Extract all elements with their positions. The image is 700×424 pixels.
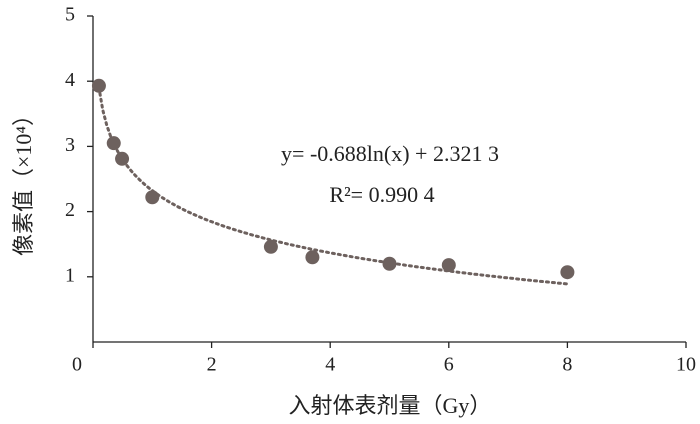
x-tick-label: 4 (325, 354, 335, 376)
x-tick-label: 8 (562, 354, 572, 376)
data-point (91, 78, 106, 93)
x-tick-label: 0 (72, 354, 82, 376)
y-tick-label: 5 (65, 4, 75, 26)
y-tick-label: 1 (65, 264, 75, 286)
trendline-equation: y= -0.688ln(x) + 2.321 3 (281, 141, 499, 166)
x-axis-label: 入射体表剂量（Gy） (289, 393, 492, 418)
data-point (106, 136, 121, 151)
y-tick-label: 2 (65, 199, 75, 221)
data-point (145, 190, 160, 205)
data-point (441, 258, 456, 273)
y-tick-label: 4 (65, 69, 75, 91)
data-point (382, 256, 397, 271)
y-tick-label: 3 (65, 134, 75, 156)
data-point (115, 151, 130, 166)
data-point (560, 265, 575, 280)
data-point (305, 250, 320, 265)
x-tick-label: 6 (444, 354, 454, 376)
r-squared: R²= 0.990 4 (329, 182, 434, 207)
data-point (263, 239, 278, 254)
y-axis-label: 像素值（×10⁴） (11, 104, 36, 256)
trendline (97, 85, 569, 286)
x-tick-label: 2 (207, 354, 217, 376)
x-tick-label: 10 (676, 354, 696, 376)
